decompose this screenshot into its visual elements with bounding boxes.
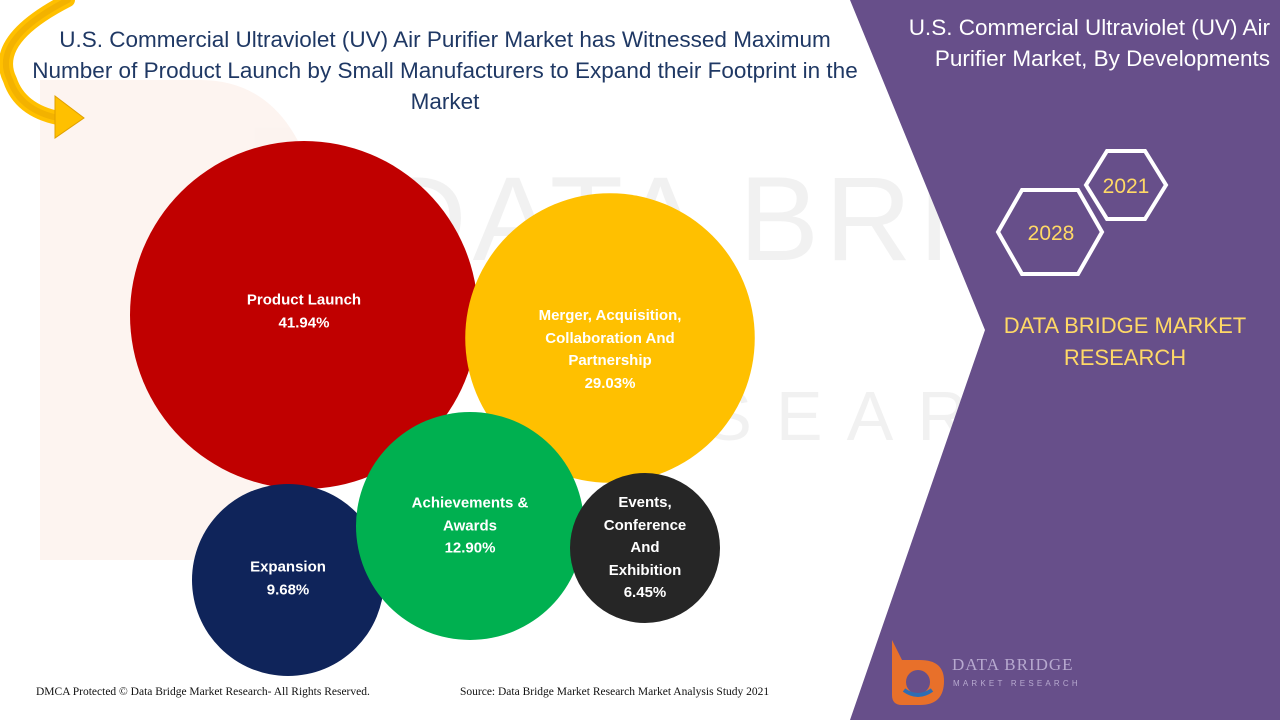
bubble-achievements-awards — [356, 412, 584, 640]
hexagon-2028 — [995, 188, 1105, 276]
bubble-category-text: Awards — [443, 516, 497, 534]
bubble-value-text: 29.03% — [584, 374, 636, 392]
bubble-events-conference — [570, 473, 720, 623]
bubble-category-text: Expansion — [250, 558, 326, 576]
brand-text: DATA BRIDGE MARKET RESEARCH — [1003, 313, 1247, 370]
bubble-value-text: 9.68% — [266, 581, 310, 598]
year-hexagons: 2021 2028 — [995, 149, 1169, 276]
bubble-expansion — [192, 484, 384, 676]
source-note: Source: Data Bridge Market Research Mark… — [460, 686, 770, 698]
hexagon-2021 — [1083, 149, 1169, 221]
logo-name: DATA BRIDGE — [952, 655, 1074, 674]
bubble-product-launch — [130, 141, 478, 489]
bubble-label-events-conference: Events, Conference And Exhibition 6.45% — [604, 492, 687, 605]
logo-tagline: MARKET RESEARCH — [953, 679, 1081, 688]
bubble-label-expansion: Expansion 9.68% — [250, 557, 326, 602]
panel-title: U.S. Commercial Ultraviolet (UV) Air Pur… — [908, 15, 1270, 71]
bubble-category-text: Events, — [618, 493, 672, 511]
bubble-label-merger-acquisition: Merger, Acquisition, Collaboration And Par… — [539, 305, 682, 395]
bubble-value-text: 12.90% — [444, 539, 496, 557]
bubble-label-achievements-awards: Achievements & Awards 12.90% — [412, 492, 529, 560]
bubble-label-product-launch: Product Launch 41.94% — [247, 290, 361, 335]
bubble-category-text: Collaboration And — [545, 329, 675, 347]
bubble-category-text: Conference — [603, 516, 687, 534]
year-2021-label: 2021 — [1103, 175, 1150, 198]
bubble-value-text: 6.45% — [623, 583, 667, 601]
year-2028-label: 2028 — [1028, 222, 1075, 245]
bubble-value-text: 41.94% — [278, 314, 330, 331]
copyright-notice: DMCA Protected © Data Bridge Market Rese… — [36, 686, 370, 698]
bubble-category-text: And — [630, 538, 660, 556]
bubble-merger-acquisition — [465, 193, 755, 483]
bubble-category-text: Product Launch — [246, 291, 362, 309]
data-bridge-logo: DATA BRIDGE MARKET RESEARCH — [892, 640, 1081, 705]
bubble-category-text: Partnership — [568, 352, 652, 369]
bubble-chart — [130, 141, 755, 676]
bubble-category-text: Achievements & — [411, 494, 529, 512]
headline: U.S. Commercial Ultraviolet (UV) Air Pur… — [32, 27, 858, 114]
curved-arrow-icon — [0, 0, 85, 139]
bubble-category-text: Merger, Acquisition, — [538, 307, 682, 324]
bubble-category-text: Exhibition — [608, 561, 682, 579]
right-panel — [850, 0, 1280, 720]
